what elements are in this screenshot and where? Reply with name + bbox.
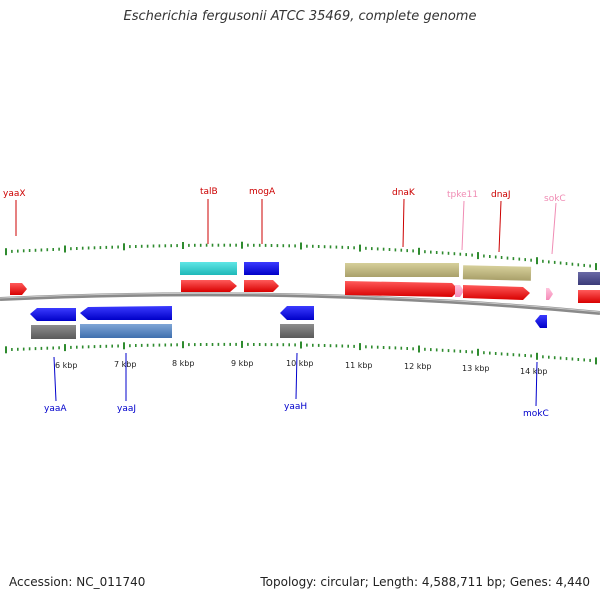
cds-bar-mogA[interactable] — [244, 262, 279, 275]
gene-label-dnaK[interactable]: dnaK — [392, 188, 416, 198]
gene-arrow-talB[interactable] — [181, 280, 237, 292]
gene-labels-bottom: yaaA yaaJ yaaH mokC — [44, 402, 549, 419]
scale-labels: 6 kbp 7 kbp 8 kbp 9 kbp 10 kbp 11 kbp 12… — [55, 359, 548, 376]
gene-label-tpke11[interactable]: tpke11 — [447, 190, 478, 200]
leader-yaaH — [295, 352, 298, 400]
gene-label-talB[interactable]: talB — [200, 187, 218, 197]
leader-dnaJ — [498, 200, 502, 253]
gene-label-mokC[interactable]: mokC — [523, 409, 549, 419]
gene-arrow-dnaJ[interactable] — [463, 285, 530, 300]
genome-backbone-highlight — [0, 292, 600, 313]
scale-label-11kbp: 11 kbp — [345, 361, 373, 370]
scale-label-6kbp: 6 kbp — [55, 361, 77, 370]
leader-tpke11 — [461, 200, 465, 251]
leader-sokC — [551, 202, 557, 255]
map-title: Escherichia fergusonii ATCC 35469, compl… — [123, 9, 477, 24]
leader-dnaK — [402, 198, 405, 248]
accession-text: Accession: NC_011740 — [9, 575, 146, 589]
leader-mokC — [535, 361, 538, 407]
label-leaders — [15, 198, 557, 407]
genome-backbone — [0, 292, 600, 315]
gene-arrow-tpke11[interactable] — [455, 285, 464, 297]
gene-label-dnaJ[interactable]: dnaJ — [491, 190, 511, 200]
gene-arrow-mogA[interactable] — [244, 280, 279, 292]
scale-label-8kbp: 8 kbp — [172, 359, 194, 368]
scale-label-10kbp: 10 kbp — [286, 359, 314, 368]
gene-arrow-yaaH[interactable] — [280, 306, 314, 320]
gene-arrow-mokC[interactable] — [535, 315, 547, 328]
forward-strand-features — [10, 262, 600, 303]
gene-arrow-yaaA[interactable] — [30, 308, 76, 321]
gene-label-yaaX[interactable]: yaaX — [3, 189, 26, 199]
scale-label-13kbp: 13 kbp — [462, 364, 490, 373]
gene-label-yaaJ[interactable]: yaaJ — [117, 404, 136, 414]
gene-labels-top: yaaX talB mogA dnaK tpke11 dnaJ sokC — [3, 187, 566, 204]
gene-arrow-yaaJ[interactable] — [80, 306, 172, 320]
genome-summary-text: Topology: circular; Length: 4,588,711 bp… — [260, 575, 590, 589]
gene-arrow-next[interactable] — [578, 290, 600, 303]
cds-bar-yaaH[interactable] — [280, 324, 314, 338]
scale-label-14kbp: 14 kbp — [520, 367, 548, 376]
gene-label-yaaH[interactable]: yaaH — [284, 402, 307, 412]
cds-bar-next[interactable] — [578, 272, 600, 285]
gene-label-sokC[interactable]: sokC — [544, 194, 566, 204]
gene-label-yaaA[interactable]: yaaA — [44, 404, 67, 414]
tick-row-top — [5, 241, 597, 271]
cds-bar-talB[interactable] — [180, 262, 237, 275]
gene-arrow-sokC[interactable] — [546, 288, 553, 300]
leader-yaaA — [53, 356, 57, 402]
cds-bar-dnaK[interactable] — [345, 263, 459, 277]
scale-label-9kbp: 9 kbp — [231, 359, 253, 368]
reverse-strand-features — [30, 306, 547, 339]
cds-bar-yaaJ[interactable] — [80, 324, 172, 338]
scale-label-12kbp: 12 kbp — [404, 362, 432, 371]
cds-bar-yaaA[interactable] — [31, 325, 76, 339]
tick-row-bottom — [5, 340, 597, 365]
gene-label-mogA[interactable]: mogA — [249, 187, 276, 197]
scale-label-7kbp: 7 kbp — [114, 360, 136, 369]
cds-bar-dnaJ[interactable] — [462, 265, 532, 281]
gene-arrow-dnaK[interactable] — [345, 281, 459, 297]
gene-arrow-yaaX[interactable] — [10, 283, 27, 295]
